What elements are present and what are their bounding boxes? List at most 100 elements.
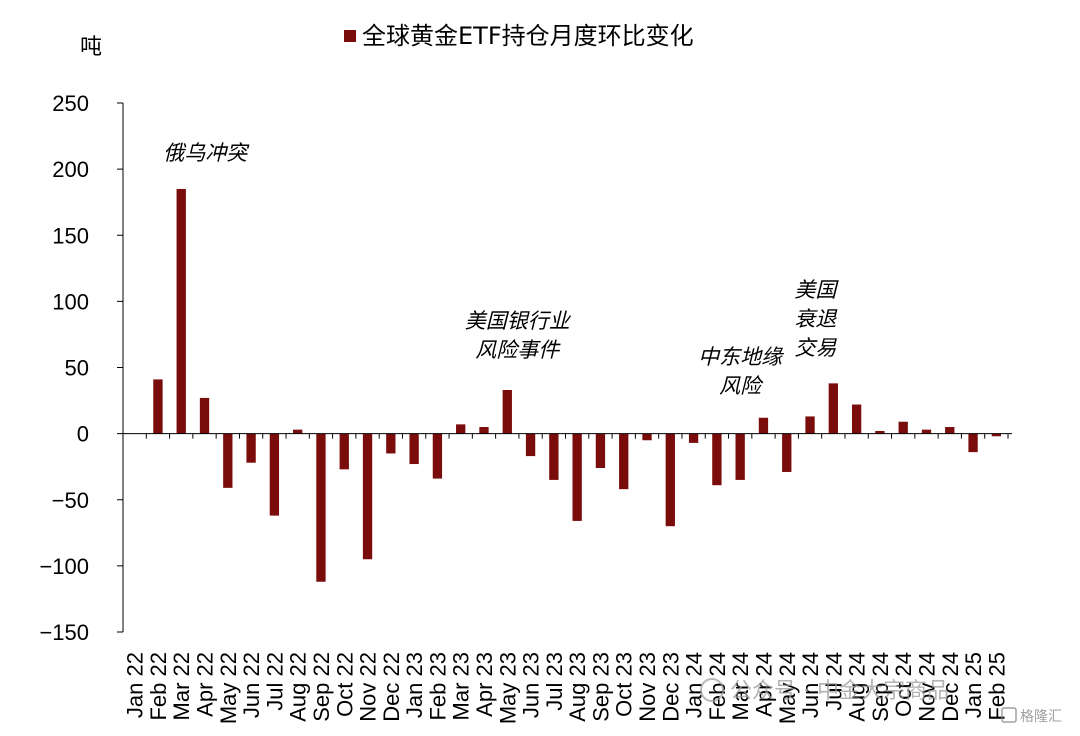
bar [525, 433, 536, 457]
x-tick-label: Jul 23 [542, 652, 567, 711]
x-tick-label: Mar 24 [728, 652, 753, 720]
y-tick-label: 0 [77, 422, 89, 447]
y-tick-label: −50 [52, 488, 89, 513]
x-tick-label: Nov 23 [635, 652, 660, 722]
watermark-text: 公众号 · 中金大宗商品 [730, 679, 949, 704]
bar [851, 404, 862, 434]
x-tick-label: Feb 25 [984, 652, 1009, 721]
y-tick-label: 250 [52, 91, 89, 116]
x-tick-label: Oct 24 [891, 652, 916, 717]
x-tick-label: May 22 [216, 652, 241, 724]
bar [409, 433, 419, 465]
x-tick-label: Jul 24 [821, 652, 846, 711]
x-tick-label: Dec 22 [379, 652, 404, 722]
y-tick-label: 150 [52, 223, 89, 248]
x-tick-label: Aug 23 [565, 652, 590, 722]
bar [991, 433, 1002, 437]
x-tick-label: Jul 22 [262, 652, 287, 711]
bar [945, 427, 955, 434]
annotation-text: 中东地缘 [698, 345, 784, 369]
x-tick-label: Jun 24 [798, 652, 823, 718]
x-tick-label: Aug 24 [845, 652, 870, 722]
bar [269, 433, 280, 516]
bar [782, 433, 792, 472]
y-tick-label: −150 [39, 620, 89, 645]
x-tick-label: Jun 23 [519, 652, 544, 718]
annotation-text: 交易 [794, 336, 837, 360]
x-tick-label: Mar 23 [449, 652, 474, 720]
bar [572, 433, 582, 521]
annotation-text: 美国 [794, 278, 839, 302]
x-tick-label: Sep 22 [309, 652, 334, 722]
bar [968, 433, 978, 453]
x-tick-label: Jan 25 [961, 652, 986, 718]
bars-group [153, 188, 1002, 582]
x-tick-label: Feb 23 [425, 652, 450, 721]
bar [805, 416, 815, 434]
annotation-text: 风险事件 [475, 338, 561, 362]
bar [339, 433, 349, 470]
bar [875, 430, 885, 434]
annotation-text: 美国银行业 [465, 309, 572, 333]
x-tick-label: Oct 22 [332, 652, 357, 717]
x-tick-label: Jan 22 [123, 652, 148, 718]
bar [712, 433, 722, 486]
bar [386, 433, 396, 454]
annotation-text: 风险 [719, 374, 764, 398]
x-tick-label: Apr 24 [751, 652, 776, 717]
x-tick-label: Nov 24 [914, 652, 939, 722]
bar [828, 383, 838, 434]
bar [293, 429, 303, 434]
bar [479, 427, 489, 434]
bar [921, 429, 932, 434]
y-tick-label: −100 [39, 554, 89, 579]
bar [758, 417, 769, 434]
bar [595, 433, 606, 469]
bar [246, 433, 256, 463]
y-tick-label: 100 [52, 289, 89, 314]
x-tick-label: Apr 22 [193, 652, 218, 717]
bar [432, 433, 443, 479]
x-tick-label: Sep 24 [868, 652, 893, 722]
bar [502, 389, 512, 434]
bar [456, 424, 466, 434]
x-tick-label: Sep 23 [588, 652, 613, 722]
x-tick-label: Feb 22 [146, 652, 171, 721]
x-tick-label: Jan 23 [402, 652, 427, 718]
x-tick-label: Dec 23 [658, 652, 683, 722]
bar [688, 433, 699, 443]
y-tick-label: 200 [52, 157, 89, 182]
wechat-icon [700, 678, 724, 702]
bar [153, 379, 163, 434]
bar [223, 433, 233, 488]
x-tick-label: May 23 [495, 652, 520, 724]
y-axis-label: 吨 [80, 35, 102, 60]
legend-swatch [344, 30, 356, 42]
bar [316, 433, 326, 582]
x-tick-label: Mar 22 [169, 652, 194, 720]
annotation-text: 衰退 [794, 307, 838, 331]
chart-title: 全球黄金ETF持仓月度环比变化 [362, 22, 694, 50]
x-tick-label: Oct 23 [612, 652, 637, 717]
watermark-corner: 格隆汇 [1020, 709, 1062, 725]
bar [549, 433, 559, 480]
annotation-text: 俄乌冲突 [163, 141, 250, 165]
x-tick-label: Nov 22 [356, 652, 381, 722]
x-tick-label: Jun 22 [239, 652, 264, 718]
bar [362, 433, 373, 560]
y-tick-label: 50 [65, 356, 89, 381]
gelonghui-logo-icon [1001, 707, 1017, 723]
x-tick-label: Aug 22 [286, 652, 311, 722]
x-tick-label: May 24 [775, 652, 800, 724]
bar [642, 433, 652, 441]
x-tick-label: Apr 23 [472, 652, 497, 717]
watermark: 公众号 · 中金大宗商品 格隆汇 [700, 678, 1062, 725]
x-tick-label: Feb 24 [705, 652, 730, 721]
bar [735, 433, 745, 480]
bar [176, 188, 186, 434]
bar [199, 397, 210, 434]
bar [665, 433, 675, 527]
bar [619, 433, 629, 490]
